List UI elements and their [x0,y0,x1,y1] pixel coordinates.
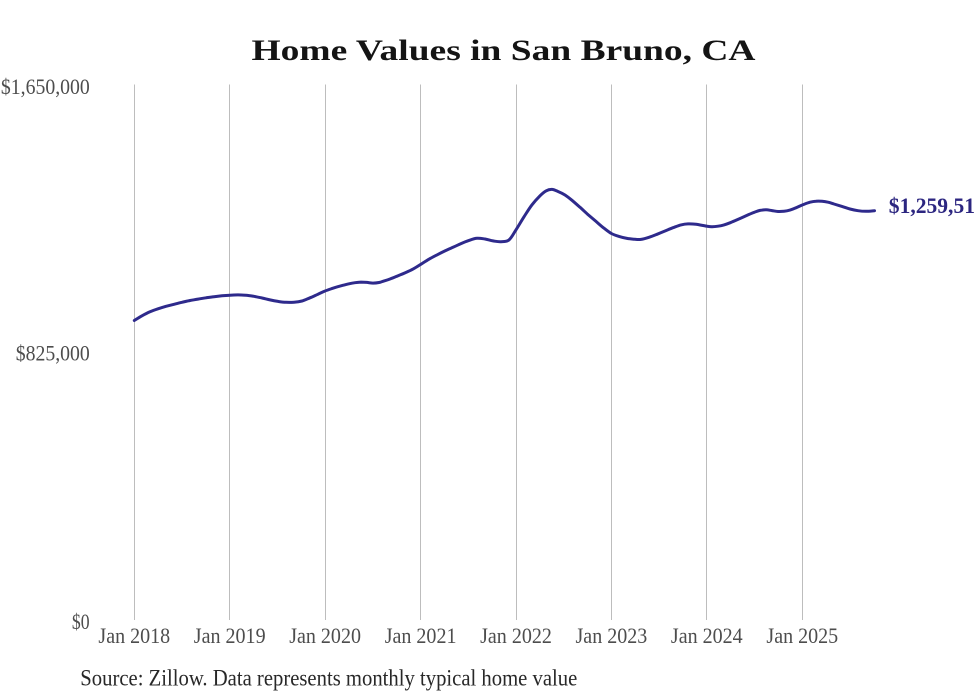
svg-text:Jan 2020: Jan 2020 [289,623,361,648]
svg-text:Jan 2023: Jan 2023 [576,623,648,648]
svg-text:$1,650,000: $1,650,000 [1,74,90,99]
svg-text:Source: Zillow. Data represent: Source: Zillow. Data represents monthly … [80,666,577,691]
svg-text:$825,000: $825,000 [16,340,90,365]
svg-text:Jan 2022: Jan 2022 [480,623,552,648]
svg-text:Jan 2024: Jan 2024 [671,623,743,648]
svg-text:$0: $0 [72,609,90,634]
svg-text:Jan 2018: Jan 2018 [98,623,170,648]
svg-text:Jan 2025: Jan 2025 [766,623,838,648]
svg-text:Jan 2019: Jan 2019 [194,623,266,648]
svg-text:Jan 2021: Jan 2021 [385,623,457,648]
svg-text:Home Values in San Bruno, CA: Home Values in San Bruno, CA [252,34,756,67]
svg-text:$1,259,51: $1,259,51 [889,193,975,218]
